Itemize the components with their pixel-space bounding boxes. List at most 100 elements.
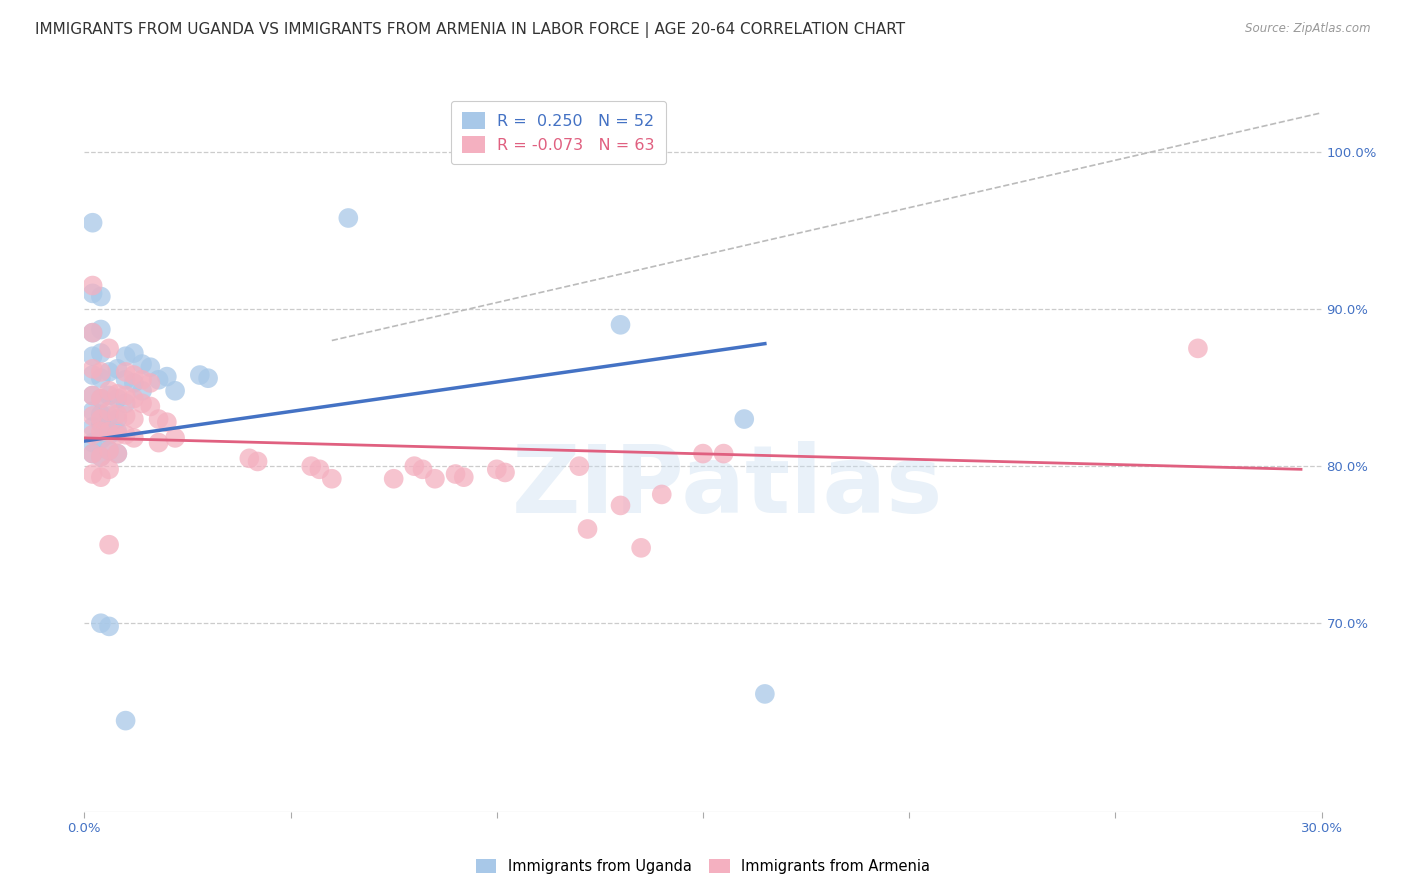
Point	[485, 462, 508, 476]
Point	[105, 392, 128, 406]
Point	[82, 216, 104, 230]
Point	[82, 447, 104, 461]
Point	[90, 616, 112, 631]
Point	[98, 388, 121, 402]
Point	[337, 211, 360, 225]
Point	[82, 420, 104, 434]
Point	[651, 487, 673, 501]
Point	[246, 454, 269, 468]
Point	[82, 409, 104, 423]
Point	[90, 346, 112, 360]
Point	[156, 369, 179, 384]
Point	[382, 472, 405, 486]
Point	[90, 470, 112, 484]
Point	[105, 447, 128, 461]
Point	[90, 412, 112, 426]
Point	[114, 365, 136, 379]
Point	[148, 373, 170, 387]
Point	[114, 714, 136, 728]
Point	[308, 462, 330, 476]
Point	[82, 349, 104, 363]
Point	[82, 447, 104, 461]
Point	[733, 412, 755, 426]
Point	[98, 443, 121, 458]
Point	[122, 412, 145, 426]
Point	[131, 357, 153, 371]
Point	[238, 451, 260, 466]
Point	[82, 388, 104, 402]
Point	[122, 368, 145, 382]
Point	[148, 435, 170, 450]
Point	[197, 371, 219, 385]
Point	[114, 349, 136, 363]
Point	[90, 408, 112, 422]
Point	[1187, 342, 1209, 356]
Point	[90, 371, 112, 385]
Point	[90, 322, 112, 336]
Point	[98, 365, 121, 379]
Point	[82, 427, 104, 442]
Point	[82, 326, 104, 340]
Point	[82, 435, 104, 450]
Point	[82, 388, 104, 402]
Point	[98, 538, 121, 552]
Point	[122, 392, 145, 406]
Point	[131, 373, 153, 387]
Point	[321, 472, 343, 486]
Point	[82, 467, 104, 481]
Point	[98, 384, 121, 398]
Point	[713, 447, 735, 461]
Point	[105, 387, 128, 401]
Point	[122, 376, 145, 390]
Point	[299, 459, 322, 474]
Point	[98, 427, 121, 442]
Point	[82, 278, 104, 293]
Point	[105, 361, 128, 376]
Point	[444, 467, 467, 481]
Point	[82, 326, 104, 340]
Point	[105, 412, 128, 426]
Point	[98, 425, 121, 439]
Legend: R =  0.250   N = 52, R = -0.073   N = 63: R = 0.250 N = 52, R = -0.073 N = 63	[451, 101, 666, 164]
Point	[82, 361, 104, 376]
Point	[98, 443, 121, 458]
Point	[114, 388, 136, 402]
Point	[105, 408, 128, 422]
Point	[568, 459, 591, 474]
Legend: Immigrants from Uganda, Immigrants from Armenia: Immigrants from Uganda, Immigrants from …	[470, 854, 936, 880]
Point	[412, 462, 434, 476]
Point	[131, 384, 153, 398]
Point	[165, 431, 187, 445]
Point	[576, 522, 599, 536]
Point	[156, 415, 179, 429]
Point	[90, 392, 112, 406]
Point	[90, 450, 112, 464]
Point	[98, 462, 121, 476]
Point	[630, 541, 652, 555]
Point	[754, 687, 776, 701]
Point	[114, 396, 136, 410]
Point	[98, 342, 121, 356]
Point	[82, 404, 104, 418]
Point	[609, 318, 631, 332]
Point	[98, 409, 121, 423]
Point	[90, 417, 112, 431]
Point	[90, 433, 112, 447]
Point	[82, 368, 104, 382]
Point	[423, 472, 446, 486]
Point	[114, 427, 136, 442]
Text: Source: ZipAtlas.com: Source: ZipAtlas.com	[1246, 22, 1371, 36]
Point	[90, 365, 112, 379]
Point	[148, 412, 170, 426]
Point	[82, 286, 104, 301]
Point	[114, 409, 136, 423]
Point	[114, 373, 136, 387]
Point	[494, 466, 516, 480]
Point	[404, 459, 426, 474]
Point	[139, 400, 162, 414]
Point	[139, 376, 162, 390]
Point	[90, 450, 112, 464]
Point	[105, 425, 128, 439]
Point	[105, 427, 128, 442]
Text: IMMIGRANTS FROM UGANDA VS IMMIGRANTS FROM ARMENIA IN LABOR FORCE | AGE 20-64 COR: IMMIGRANTS FROM UGANDA VS IMMIGRANTS FRO…	[35, 22, 905, 38]
